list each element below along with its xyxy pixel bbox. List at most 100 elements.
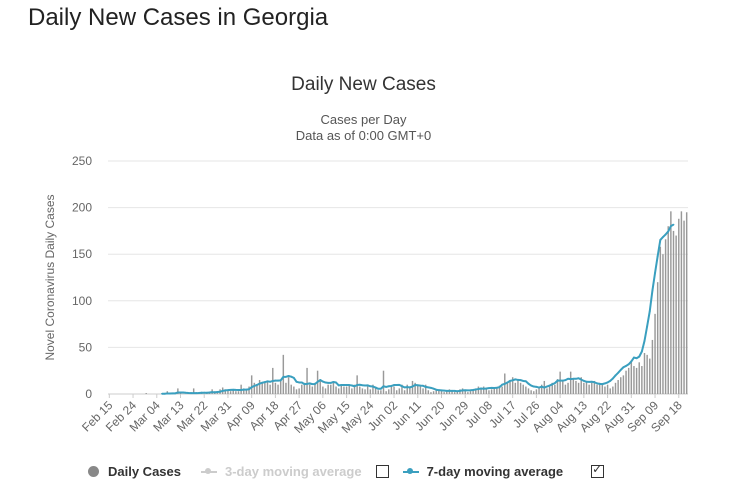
bar-daily-cases [377, 390, 379, 394]
point-7-day-moving-average [440, 389, 443, 392]
legend-item-3-day-average[interactable]: 3-day moving average [201, 464, 362, 479]
point-7-day-moving-average [379, 387, 382, 390]
point-7-day-moving-average [501, 383, 504, 386]
point-7-day-moving-average [535, 385, 538, 388]
bar-daily-cases [511, 377, 514, 394]
bar-daily-cases [224, 389, 227, 394]
bar-daily-cases [440, 391, 443, 394]
point-7-day-moving-average [596, 382, 598, 385]
point-7-day-moving-average [493, 387, 496, 389]
bar-daily-cases [517, 379, 519, 394]
point-7-day-moving-average [422, 384, 424, 387]
point-7-day-moving-average [387, 385, 390, 388]
bar-daily-cases [269, 384, 271, 394]
point-7-day-moving-average [390, 385, 393, 387]
point-7-day-moving-average [464, 389, 467, 392]
point-7-day-moving-average [598, 382, 601, 385]
point-7-day-moving-average [187, 392, 190, 394]
point-7-day-moving-average [374, 386, 377, 389]
point-7-day-moving-average [419, 384, 422, 387]
point-7-day-moving-average [403, 386, 406, 389]
bar-daily-cases [314, 382, 316, 394]
bar-daily-cases [369, 389, 372, 394]
point-7-day-moving-average [532, 385, 535, 388]
point-7-day-moving-average [474, 388, 477, 391]
bar-daily-cases [306, 367, 308, 394]
bar-daily-cases [490, 389, 493, 394]
bar-daily-cases [279, 380, 282, 394]
point-7-day-moving-average [498, 386, 501, 389]
point-7-day-moving-average [248, 388, 250, 391]
point-7-day-moving-average [213, 391, 216, 394]
checkbox-3-day-average[interactable] [375, 464, 389, 478]
bar-daily-cases [424, 384, 427, 394]
point-7-day-moving-average [619, 368, 622, 371]
y-tick-label: 150 [72, 247, 92, 261]
point-7-day-moving-average [582, 379, 585, 382]
bar-daily-cases [617, 380, 619, 394]
point-7-day-moving-average [337, 384, 340, 387]
point-7-day-moving-average [372, 385, 374, 388]
bar-daily-cases [256, 384, 258, 394]
point-7-day-moving-average [604, 382, 606, 385]
point-7-day-moving-average [343, 384, 345, 386]
point-7-day-moving-average [382, 385, 385, 388]
y-tick-label: 0 [85, 387, 92, 401]
bar-daily-cases [359, 386, 361, 394]
bar-daily-cases [443, 392, 445, 394]
point-7-day-moving-average [369, 385, 372, 388]
bar-daily-cases [538, 386, 540, 394]
chart-legend: Daily Cases 3-day moving average 7-day m… [88, 461, 618, 481]
point-7-day-moving-average [385, 386, 388, 388]
bar-daily-cases [179, 393, 182, 394]
bar-daily-cases [609, 388, 611, 394]
point-7-day-moving-average [285, 375, 287, 378]
bar-daily-cases [622, 375, 625, 394]
point-7-day-moving-average [163, 392, 166, 395]
bar-daily-cases [567, 382, 569, 394]
point-7-day-moving-average [256, 384, 258, 386]
bar-daily-cases [235, 391, 237, 394]
point-7-day-moving-average [345, 384, 348, 386]
point-7-day-moving-average [559, 379, 562, 382]
legend-label-daily-cases: Daily Cases [108, 463, 181, 479]
bar-daily-cases [446, 390, 448, 394]
bar-daily-cases [477, 386, 480, 394]
point-7-day-moving-average [601, 383, 604, 386]
point-7-day-moving-average [182, 391, 185, 394]
point-7-day-moving-average [258, 382, 261, 385]
bar-daily-cases [556, 379, 559, 394]
checkbox-7-day-average[interactable] [591, 462, 605, 478]
point-7-day-moving-average [245, 388, 248, 391]
point-7-day-moving-average [432, 387, 435, 390]
point-7-day-moving-average [656, 255, 659, 257]
point-7-day-moving-average [667, 230, 670, 233]
legend-item-7-day-average[interactable]: 7-day moving average [402, 464, 563, 479]
point-7-day-moving-average [588, 380, 591, 383]
bar-daily-cases [372, 384, 374, 394]
point-7-day-moving-average [593, 381, 596, 384]
legend-item-daily-cases[interactable]: Daily Cases [88, 464, 181, 479]
point-7-day-moving-average [569, 378, 572, 380]
bar-daily-cases [496, 388, 498, 394]
bar-daily-cases [385, 391, 387, 394]
point-7-day-moving-average [340, 384, 343, 386]
point-7-day-moving-average [543, 386, 546, 389]
point-7-day-moving-average [408, 386, 411, 389]
point-7-day-moving-average [448, 390, 451, 392]
point-7-day-moving-average [350, 384, 353, 387]
bar-daily-cases [559, 371, 561, 394]
bar-daily-cases [388, 389, 390, 394]
bar-daily-cases [641, 366, 643, 394]
bar-daily-cases [572, 379, 575, 394]
point-7-day-moving-average [327, 382, 330, 384]
point-7-day-moving-average [240, 389, 243, 391]
point-7-day-moving-average [377, 387, 380, 390]
point-7-day-moving-average [527, 382, 530, 385]
point-7-day-moving-average [546, 385, 548, 388]
bar-daily-cases [625, 370, 627, 394]
bar-daily-cases [398, 388, 401, 394]
line-7-day-moving-average [162, 223, 674, 395]
point-7-day-moving-average [472, 389, 475, 391]
bar-daily-cases [248, 386, 250, 394]
